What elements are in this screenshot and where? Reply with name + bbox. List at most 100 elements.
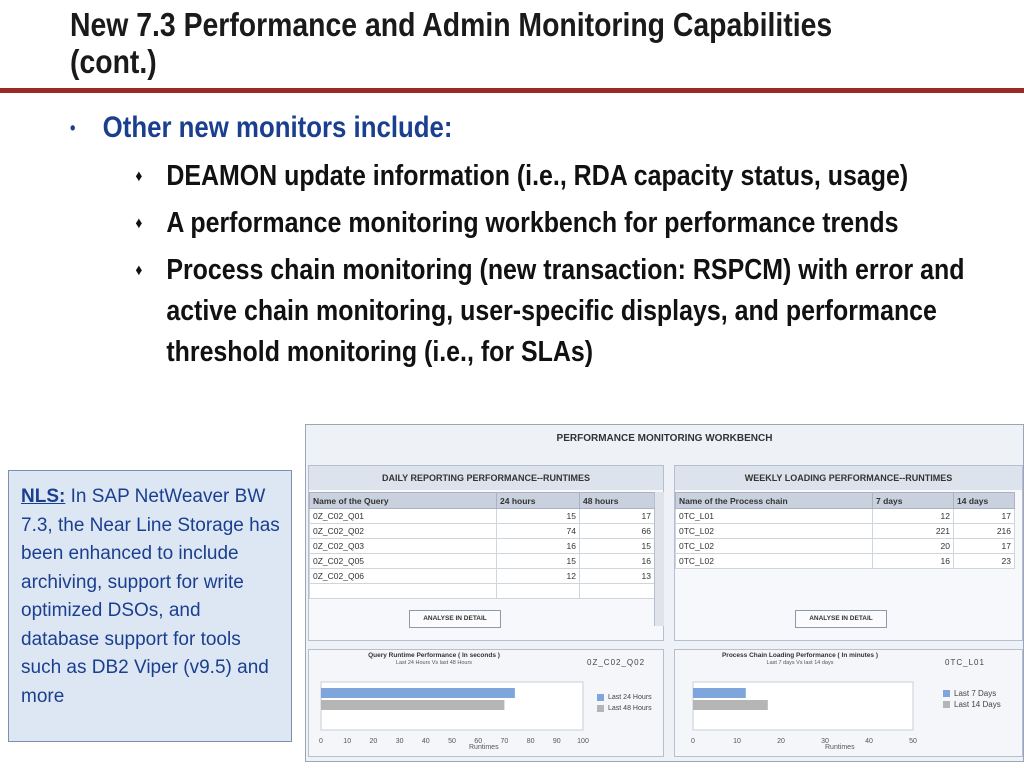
table-row[interactable]: 0TC_L02 16 23: [675, 553, 1015, 569]
query-chart-id: 0Z_C02_Q02: [587, 658, 646, 667]
main-bullet: • Other new monitors include:: [70, 110, 930, 146]
legend-swatch: [597, 693, 604, 701]
daily-panel: DAILY REPORTING PERFORMANCE--RUNTIMES Na…: [308, 465, 664, 641]
table-row-empty: [309, 583, 655, 599]
col-header[interactable]: 24 hours: [496, 492, 580, 509]
table-row[interactable]: 0Z_C02_Q05 15 16: [309, 553, 655, 569]
table-row[interactable]: 0Z_C02_Q02 74 66: [309, 523, 655, 539]
legend-swatch: [597, 704, 604, 712]
query-chart-xlabel: Runtimes: [469, 744, 499, 751]
legend-item: Last 24 Hours: [597, 692, 652, 703]
diamond-bullet-icon: ♦: [135, 262, 143, 279]
daily-header-row: Name of the Query 24 hours 48 hours: [309, 492, 655, 509]
cell-24h: 15: [496, 508, 580, 524]
query-chart-title: Query Runtime Performance ( In seconds ): [368, 652, 500, 659]
cell-name: 0Z_C02_Q02: [309, 523, 497, 539]
table-row[interactable]: 0Z_C02_Q01 15 17: [309, 508, 655, 524]
chain-chart-legend: Last 7 Days Last 14 Days: [943, 688, 1001, 710]
cell-24h: 15: [496, 553, 580, 569]
slide-title: New 7.3 Performance and Admin Monitoring…: [70, 6, 878, 80]
chain-chart-subtitle: Last 7 days Vs last 14 days: [766, 660, 834, 666]
cell-48h: 17: [579, 508, 655, 524]
table-row[interactable]: 0TC_L01 12 17: [675, 508, 1015, 524]
table-row[interactable]: 0Z_C02_Q06 12 13: [309, 568, 655, 584]
cell-48h: 16: [579, 553, 655, 569]
legend-swatch: [943, 701, 950, 709]
x-tick-label: 30: [821, 738, 829, 745]
query-chart-legend: Last 24 Hours Last 48 Hours: [597, 692, 652, 714]
legend-label: Last 24 Hours: [608, 694, 652, 701]
col-header[interactable]: 48 hours: [579, 492, 655, 509]
x-tick-label: 0: [319, 738, 323, 745]
nls-text: In SAP NetWeaver BW 7.3, the Near Line S…: [21, 486, 280, 707]
legend-item: Last 48 Hours: [597, 703, 652, 714]
diamond-bullet-icon: ♦: [135, 215, 143, 232]
weekly-panel: WEEKLY LOADING PERFORMANCE--RUNTIMES Nam…: [674, 465, 1023, 641]
col-header[interactable]: Name of the Query: [309, 492, 497, 509]
bar-last-24-hours: [321, 688, 515, 698]
x-tick-label: 10: [343, 738, 351, 745]
cell-name: 0Z_C02_Q03: [309, 538, 497, 554]
col-header[interactable]: 14 days: [953, 492, 1015, 509]
cell-48h: 66: [579, 523, 655, 539]
title-divider: [0, 88, 1024, 93]
cell-7d: 12: [872, 508, 954, 524]
cell-24h: 12: [496, 568, 580, 584]
bar-last-48-hours: [321, 700, 505, 710]
x-tick-label: 20: [370, 738, 378, 745]
daily-scrollbar[interactable]: [654, 492, 664, 626]
slide-title-line1: New 7.3 Performance and Admin Monitoring…: [70, 6, 833, 43]
table-row[interactable]: 0TC_L02 20 17: [675, 538, 1015, 554]
nls-label: NLS:: [21, 486, 66, 507]
workbench-title: PERFORMANCE MONITORING WORKBENCH: [556, 433, 773, 444]
table-row[interactable]: 0Z_C02_Q03 16 15: [309, 538, 655, 554]
cell-14d: 216: [953, 523, 1015, 539]
query-chart-subtitle: Last 24 Hours Vs last 48 Hours: [395, 660, 473, 666]
x-tick-label: 10: [733, 738, 741, 745]
x-tick-label: 50: [448, 738, 456, 745]
x-tick-label: 40: [422, 738, 430, 745]
col-header[interactable]: 7 days: [872, 492, 954, 509]
cell-7d: 16: [872, 553, 954, 569]
nls-callout-box: NLS: In SAP NetWeaver BW 7.3, the Near L…: [8, 470, 292, 742]
x-tick-label: 0: [691, 738, 695, 745]
bullet-dot-icon: •: [70, 118, 76, 138]
cell-name: 0Z_C02_Q05: [309, 553, 497, 569]
chain-chart-xlabel: Runtimes: [825, 744, 855, 751]
cell-name: 0TC_L02: [675, 523, 873, 539]
x-tick-label: 60: [474, 738, 482, 745]
weekly-panel-title: WEEKLY LOADING PERFORMANCE--RUNTIMES: [675, 466, 1022, 490]
chain-loading-chart: Process Chain Loading Performance ( In m…: [674, 649, 1023, 757]
cell-24h: 16: [496, 538, 580, 554]
cell-7d: 20: [872, 538, 954, 554]
x-tick-label: 70: [501, 738, 509, 745]
cell-name: 0TC_L02: [675, 538, 873, 554]
daily-table: Name of the Query 24 hours 48 hours 0Z_C…: [309, 492, 655, 599]
slide-title-line2: (cont.): [70, 43, 157, 80]
bar-last-14-days: [693, 700, 768, 710]
cell-7d: 221: [872, 523, 954, 539]
legend-swatch: [943, 690, 950, 698]
legend-label: Last 7 Days: [954, 689, 997, 698]
legend-label: Last 48 Hours: [608, 705, 652, 712]
table-row[interactable]: 0TC_L02 221 216: [675, 523, 1015, 539]
col-header[interactable]: Name of the Process chain: [675, 492, 873, 509]
legend-item: Last 7 Days: [943, 688, 1001, 699]
weekly-analyse-button[interactable]: ANALYSE IN DETAIL: [795, 610, 887, 628]
main-bullet-text: Other new monitors include:: [102, 111, 453, 144]
chain-chart-plot: 0 10 20 30 40 50: [691, 681, 917, 745]
x-tick-label: 50: [909, 738, 917, 745]
cell-48h: 13: [579, 568, 655, 584]
sub-bullet: ♦ A performance monitoring workbench for…: [135, 203, 1024, 244]
legend-label: Last 14 Days: [954, 700, 1001, 709]
query-chart-plot: 0 10 20 30 40 50 60 70 80 90 100: [319, 681, 589, 745]
daily-analyse-button[interactable]: ANALYSE IN DETAIL: [409, 610, 501, 628]
chain-chart-id: 0TC_L01: [945, 658, 985, 667]
bullet-list: • Other new monitors include: ♦ DEAMON u…: [70, 110, 965, 379]
x-tick-label: 40: [865, 738, 873, 745]
daily-panel-title: DAILY REPORTING PERFORMANCE--RUNTIMES: [309, 466, 663, 490]
x-tick-label: 100: [577, 738, 589, 745]
bar-last-7-days: [693, 688, 746, 698]
sub-bullet-text: Process chain monitoring (new transactio…: [166, 254, 965, 368]
cell-name: 0TC_L01: [675, 508, 873, 524]
